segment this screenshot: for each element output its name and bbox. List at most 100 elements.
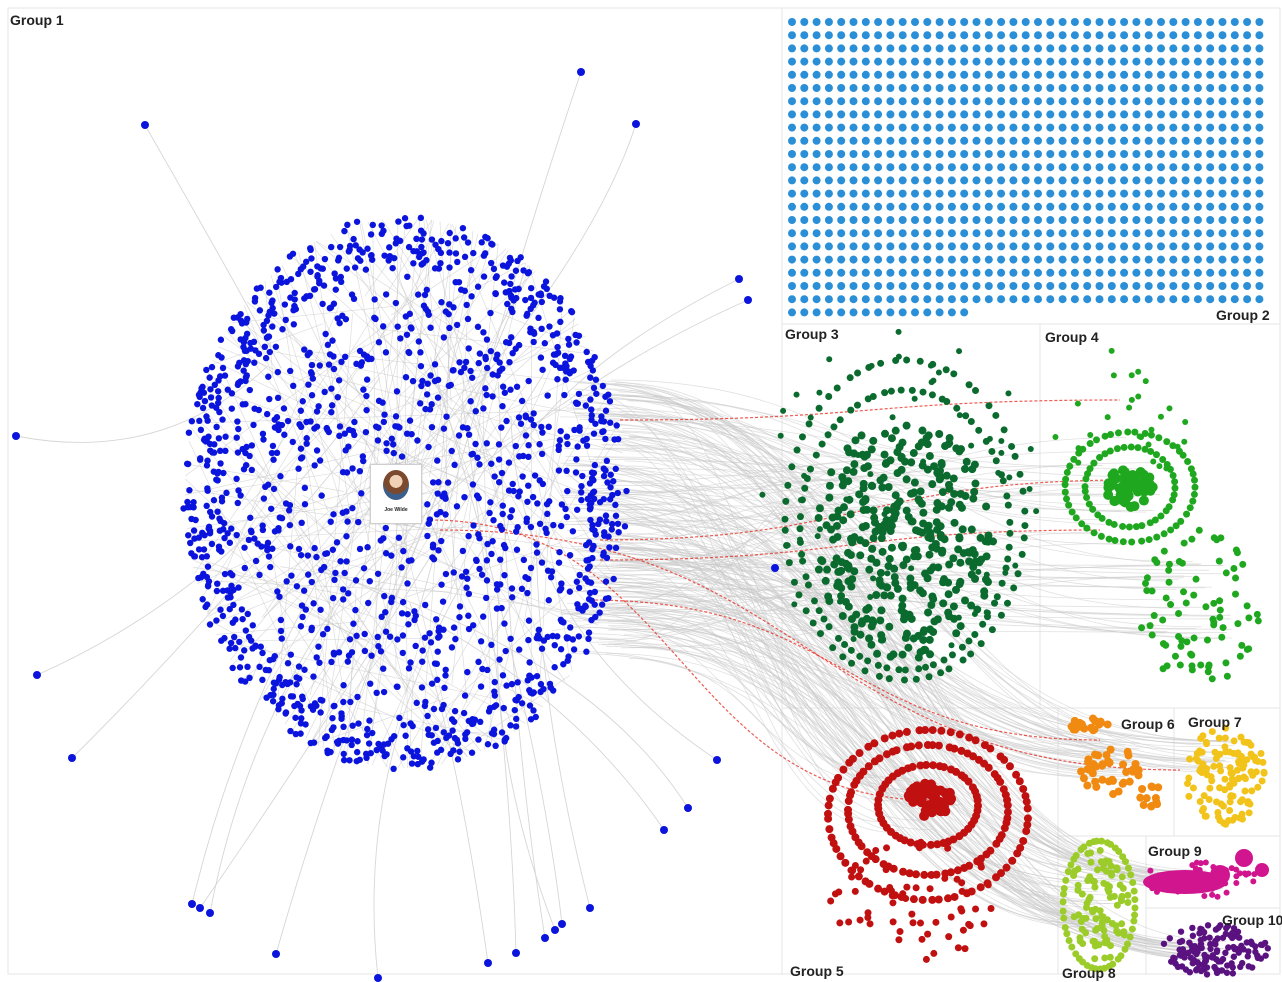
group-3-node <box>812 451 820 459</box>
group-2-node <box>886 255 895 264</box>
group-4-node <box>1190 634 1198 642</box>
group-4-node <box>1180 539 1188 547</box>
group-3-node <box>793 446 801 454</box>
group-1-node <box>200 546 208 553</box>
group-1-node <box>264 539 272 547</box>
group-1-node <box>242 374 250 381</box>
group-2-node <box>911 163 919 172</box>
group-1-node <box>316 362 323 369</box>
group-2-node <box>984 255 993 264</box>
group-6-node <box>1118 779 1127 788</box>
group-3-node <box>886 652 895 661</box>
group-1-node <box>315 403 322 410</box>
group-1-node <box>456 603 464 610</box>
group-4-node <box>1153 533 1161 541</box>
group-3-node <box>904 513 913 522</box>
group-2-node <box>1144 123 1153 132</box>
group-2-node <box>874 70 883 79</box>
group-1-node <box>381 252 388 259</box>
group-2-node <box>812 242 821 251</box>
group-5-node <box>886 883 894 891</box>
group-2-node <box>984 295 993 304</box>
group-8-node <box>1114 929 1122 937</box>
group-2-node <box>1120 202 1129 211</box>
group-1-node <box>338 710 345 717</box>
group-1-node <box>234 449 242 456</box>
group-5-node <box>954 944 962 952</box>
group-5-node <box>912 870 921 879</box>
group-2-node <box>788 84 796 92</box>
group-2-node <box>1095 216 1104 224</box>
group-3-node <box>944 608 953 617</box>
group-1-node <box>195 546 203 553</box>
edge <box>291 256 537 476</box>
group-3-node <box>998 438 1005 445</box>
group-2-node <box>972 97 981 106</box>
group-1-node <box>530 330 538 337</box>
group-3-node <box>865 565 874 574</box>
group-1-node <box>272 950 280 958</box>
group-1-node <box>257 643 264 650</box>
group-1-node <box>306 245 314 252</box>
edge <box>330 233 500 479</box>
group-8-node <box>1074 865 1082 873</box>
group-1-node <box>438 299 445 306</box>
group-2-node <box>1181 216 1190 224</box>
group-2-node <box>788 31 796 40</box>
group-3-node <box>949 602 958 611</box>
group-1-node <box>585 635 592 643</box>
group-1-node <box>439 598 447 605</box>
group-10-node <box>1222 949 1229 957</box>
avatar <box>383 470 409 500</box>
group-1-node <box>377 648 385 655</box>
group-2-node <box>935 295 944 304</box>
group-5-node <box>1000 824 1009 833</box>
group-5-node <box>976 883 985 892</box>
group-2-node <box>960 18 969 26</box>
group-3-node <box>824 592 833 601</box>
group-1-node <box>483 364 491 372</box>
group-1-node <box>184 503 191 511</box>
group-2-node <box>1243 268 1252 277</box>
group-5-node <box>862 857 870 865</box>
group-1-node <box>379 399 386 406</box>
group-8-node <box>1096 847 1104 855</box>
group-2-node <box>1034 136 1042 145</box>
group-1-node <box>422 601 429 609</box>
group-1-node <box>218 548 225 555</box>
group-1-node <box>473 492 481 499</box>
group-10-node <box>1214 935 1221 942</box>
group-2-node <box>1218 176 1227 185</box>
group-5-node <box>1023 804 1032 813</box>
group-1-node <box>483 336 491 343</box>
group-3-node <box>861 667 869 675</box>
group-1-node <box>395 534 403 541</box>
group-2-node <box>997 44 1006 53</box>
group-1-node <box>366 577 373 585</box>
group-2-node <box>861 110 870 119</box>
group-2-node <box>1107 282 1116 290</box>
group-1-node <box>349 504 356 512</box>
group-7-node <box>1240 738 1248 746</box>
group-2-node <box>947 123 956 132</box>
group-5-node <box>902 895 910 903</box>
group-1-node <box>396 714 403 722</box>
group-2-node <box>960 295 969 304</box>
group-3-node <box>928 480 937 489</box>
group-3-node <box>903 356 911 364</box>
group-1-node <box>360 565 368 572</box>
group-3-node <box>881 429 890 438</box>
group-1-node <box>341 569 348 577</box>
group-2-node <box>812 282 821 290</box>
group-3-node <box>861 496 870 505</box>
group-1-node <box>399 598 407 606</box>
group-2-node <box>1218 282 1227 290</box>
group-1-node <box>402 373 410 381</box>
group-1-node <box>308 392 316 399</box>
group-1-node <box>250 421 257 429</box>
group-4-node <box>1138 624 1146 632</box>
group-10-node <box>1197 936 1205 944</box>
group-2-node <box>1193 229 1202 238</box>
edge <box>284 381 529 724</box>
group-3-node <box>1003 599 1011 607</box>
